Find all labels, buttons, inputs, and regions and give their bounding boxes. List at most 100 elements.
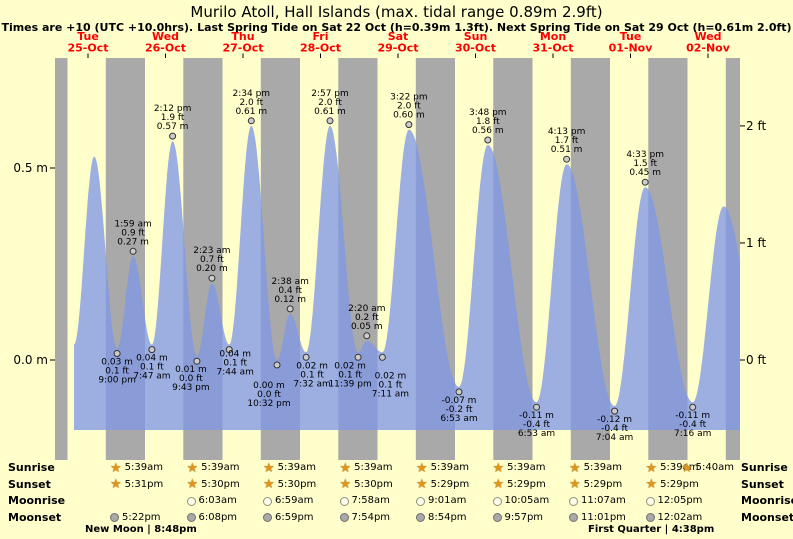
sun-star-icon: ★ <box>416 460 428 476</box>
day-label: Wed 02-Nov <box>686 30 731 55</box>
tide-marker <box>641 178 649 186</box>
moonset-icon <box>569 513 578 522</box>
moonrise-icon <box>416 496 425 506</box>
tide-annotation: -0.11 m-0.4 ft6:53 am <box>518 411 555 439</box>
tide-annotation: 2:20 am0.2 ft0.05 m <box>348 304 385 332</box>
tide-annotation-line: 1.8 ft <box>476 117 500 127</box>
tide-annotation-line: 7:32 am <box>293 379 330 389</box>
tide-marker <box>129 247 137 255</box>
tide-annotation: 2:23 am0.7 ft0.20 m <box>193 246 230 274</box>
tide-annotation-line: 0.04 m <box>219 350 251 360</box>
sunset-time: 5:30pm <box>354 478 393 490</box>
moonset-time: 6:59pm <box>275 511 314 523</box>
moonrise-icon <box>263 496 272 506</box>
sun-star-icon: ★ <box>645 477 658 492</box>
tide-annotation: 4:33 pm1.5 ft0.45 m <box>626 150 664 178</box>
tide-annotation-line: 0.27 m <box>117 237 149 247</box>
sunrise-entry: ★ 5:39am <box>187 461 240 475</box>
day-label: Tue 25-Oct <box>67 30 108 55</box>
moon-phase-right: First Quarter | 4:38pm <box>588 524 715 535</box>
tide-annotation-line: 2:23 am <box>193 246 230 256</box>
sunrise-entry: ★ 5:39am <box>646 461 699 475</box>
tide-marker <box>113 350 121 357</box>
sunrise-time: 5:39am <box>354 462 393 473</box>
sun-star-icon: ★ <box>492 477 505 492</box>
tide-marker <box>286 305 294 313</box>
tide-annotation-line: 0.02 m <box>334 361 366 371</box>
tide-annotation-line: 4:13 pm <box>548 127 586 137</box>
tide-annotation-line: 6:53 am <box>518 429 555 439</box>
sunset-time: 5:30pm <box>277 478 317 490</box>
moonset-entry: 8:54pm <box>416 511 467 525</box>
tide-annotation-line: -0.4 ft <box>523 420 550 430</box>
tide-annotation-line: 7:11 am <box>372 389 409 399</box>
tide-annotation: 0.02 m0.1 ft7:11 am <box>372 371 409 399</box>
sun-star-icon: ★ <box>569 460 581 476</box>
day-label: Wed 26-Oct <box>145 30 186 55</box>
tide-annotation-line: 7:47 am <box>133 372 170 382</box>
tide-annotation-line: 3:22 pm <box>390 93 428 103</box>
tide-annotation-line: 0.60 m <box>393 111 425 121</box>
tide-annotation-line: 1.5 ft <box>633 159 657 169</box>
sunset-row-label-right: Sunset <box>741 477 784 491</box>
moonset-time: 8:54pm <box>428 511 467 523</box>
tide-annotation-line: 0.1 ft <box>105 367 129 377</box>
moonrise-icon <box>569 496 578 506</box>
tide-annotation-line: 0.02 m <box>375 371 407 381</box>
tide-annotation: 0.03 m0.1 ft9:00 pm <box>98 358 136 386</box>
moonrise-entry: 6:59am <box>263 494 313 508</box>
moonset-entry: 6:08pm <box>186 511 237 525</box>
moonset-icon <box>416 513 425 522</box>
moonrise-row-label-right: Moonrise <box>741 494 793 507</box>
sunrise-row-label-right: Sunrise <box>741 461 788 474</box>
moonrise-time: 11:07am <box>581 495 626 506</box>
tide-annotation: 3:48 pm1.8 ft0.56 m <box>469 108 507 136</box>
moonset-row-label-right: Moonset <box>741 510 793 524</box>
moonset-icon <box>186 513 196 522</box>
y-axis-left-tick-label: 0.5 m <box>13 161 48 175</box>
sunrise-entry: ★ 5:39am <box>263 461 316 475</box>
moonset-time: 11:01pm <box>581 511 626 523</box>
y-axis-right-tick-label: 2 ft <box>746 119 766 133</box>
moonset-entry: 6:59pm <box>263 511 314 525</box>
sunset-time: 5:29pm <box>430 478 470 490</box>
tide-annotation-line: 0.4 ft <box>278 286 302 296</box>
tide-annotation-line: -0.11 m <box>675 411 710 421</box>
tide-annotation-line: 6:53 am <box>440 414 477 424</box>
sunset-entry: ★ 5:29pm <box>493 478 546 492</box>
sunset-time: 5:30pm <box>201 478 240 490</box>
sunset-entry: ★ 5:30pm <box>340 478 393 492</box>
tide-annotation-line: 2:34 pm <box>233 89 271 99</box>
sunset-time: 5:29pm <box>507 478 546 490</box>
night-band <box>55 58 68 460</box>
sunrise-entry: ★ 5:39am <box>493 461 546 475</box>
tide-annotation-line: 9:00 pm <box>98 376 136 386</box>
sunrise-entry: ★ 5:39am <box>110 461 163 475</box>
moonrise-time: 9:01am <box>428 495 467 506</box>
sunrise-time: 5:40am <box>695 462 734 473</box>
moonrise-entry: 12:05pm <box>645 494 702 508</box>
page-subtitle: Times are +10 (UTC +10.0hrs). Last Sprin… <box>1 21 792 34</box>
tide-annotation-line: 0.56 m <box>472 126 504 136</box>
tide-annotation-line: 0.1 ft <box>300 370 324 380</box>
moonset-icon <box>645 513 655 522</box>
moonset-entry: 11:01pm <box>569 511 626 525</box>
tide-annotation-line: 0.1 ft <box>223 359 247 369</box>
tide-annotation-line: 0.01 m <box>175 365 207 375</box>
tide-annotation-line: 7:44 am <box>217 368 254 378</box>
tide-annotation-line: 10:32 pm <box>247 399 290 409</box>
moonrise-time: 6:59am <box>275 495 314 506</box>
tide-annotation-line: 0.04 m <box>136 354 168 364</box>
tide-marker <box>148 346 156 354</box>
tide-marker <box>455 388 463 396</box>
day-label: Sat 29-Oct <box>377 30 418 55</box>
tide-annotation-line: 0.45 m <box>629 168 661 178</box>
tide-annotation-line: 0.0 ft <box>179 374 203 384</box>
day-label: Sun 30-Oct <box>455 30 496 55</box>
moonset-icon <box>339 513 349 522</box>
sun-star-icon: ★ <box>569 477 581 492</box>
moonrise-entry: 7:58am <box>339 494 390 508</box>
tide-annotation: 4:13 pm1.7 ft0.51 m <box>548 127 586 155</box>
